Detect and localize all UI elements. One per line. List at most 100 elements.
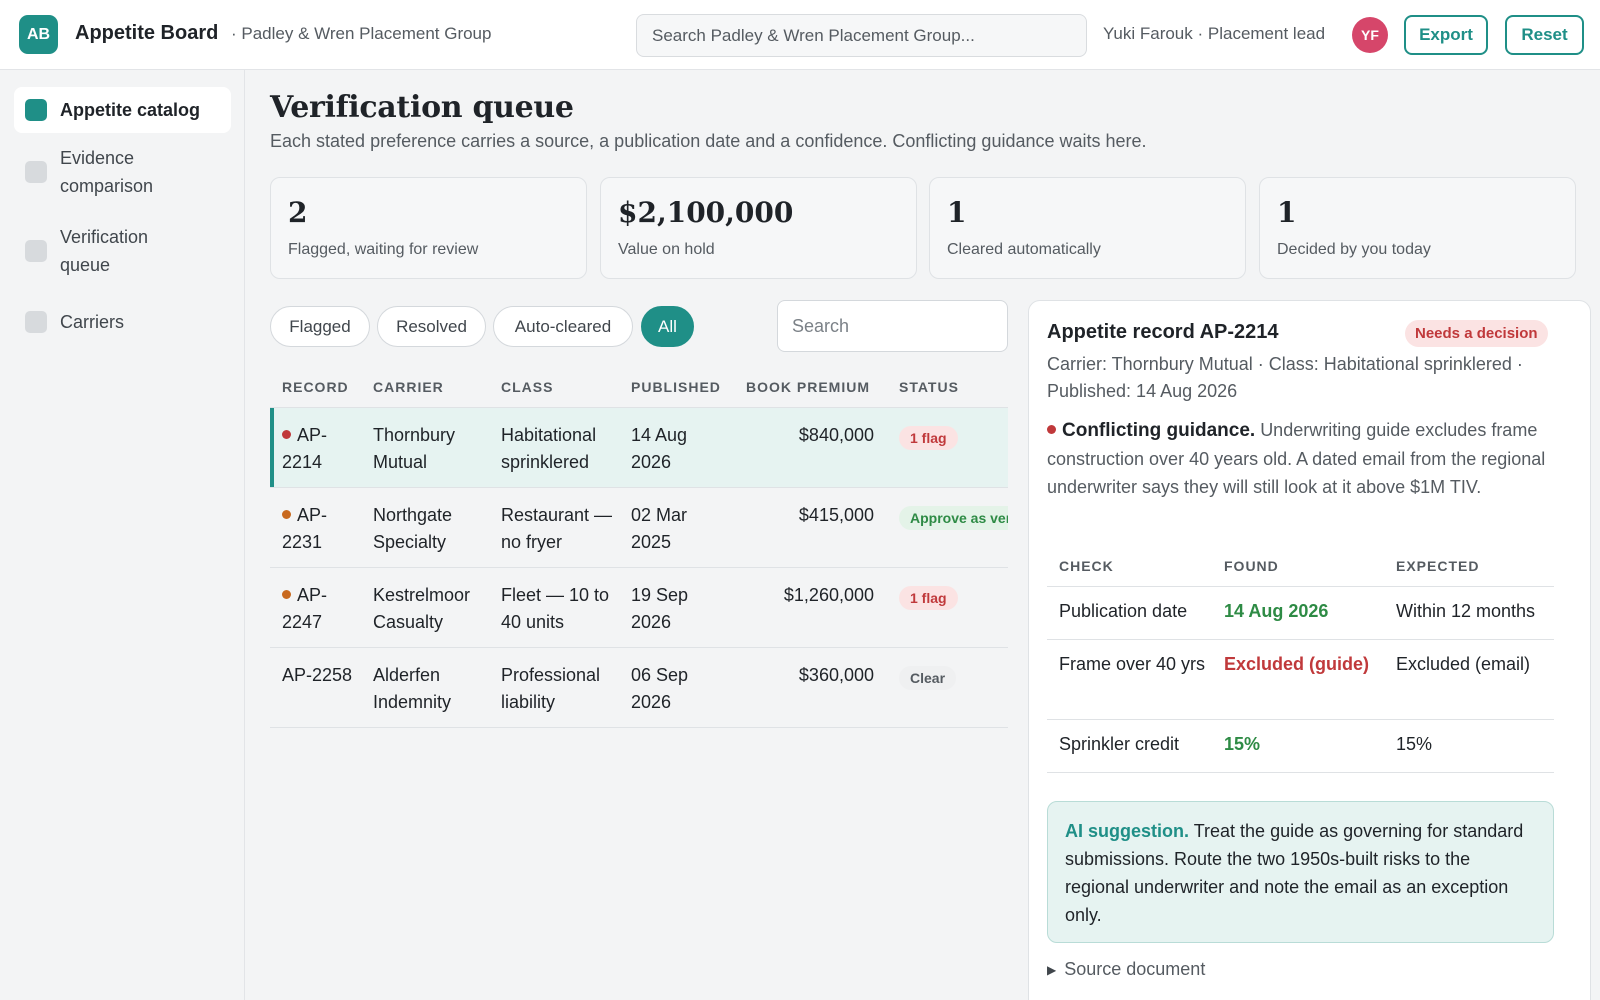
stat-card-flagged: 2 Flagged, waiting for review: [270, 177, 587, 279]
premium-cell: $360,000: [798, 665, 874, 685]
source-document-toggle[interactable]: ▶ Source document: [1047, 959, 1205, 980]
check-name: Sprinkler credit: [1059, 734, 1180, 754]
sidebar-item-label: Carriers: [60, 312, 125, 332]
record-cell: AP-2231: [282, 502, 362, 556]
page-subtitle: Each stated preference carries a source,…: [270, 131, 1147, 151]
avatar[interactable]: YF: [1352, 17, 1388, 53]
published-cell: 02 Mar 2025: [631, 505, 688, 552]
status-badge: Clear: [899, 666, 957, 690]
filter-resolved[interactable]: Resolved: [377, 306, 486, 347]
stat-value: $2,100,000: [618, 196, 794, 229]
nav-square-icon: [25, 161, 47, 183]
sidebar-item-appetite-catalog[interactable]: Appetite catalog: [14, 87, 231, 133]
conflict-note: Conflicting guidance. Underwriting guide…: [1047, 416, 1557, 501]
column-header-status[interactable]: STATUS: [899, 379, 959, 395]
reset-button[interactable]: Reset: [1505, 15, 1584, 55]
top-bar: AB Appetite Board · Padley & Wren Placem…: [0, 0, 1600, 70]
nav-square-icon: [25, 311, 47, 333]
divider: [1047, 586, 1554, 587]
published-cell: 14 Aug 2026: [631, 425, 688, 472]
divider: [1047, 719, 1554, 720]
app-logo: AB: [19, 15, 58, 54]
column-header-class[interactable]: CLASS: [501, 379, 554, 395]
premium-cell: $415,000: [798, 505, 874, 525]
organization-name: · Padley & Wren Placement Group: [231, 24, 492, 43]
premium-cell: $840,000: [798, 425, 874, 445]
filter-all[interactable]: All: [641, 306, 694, 347]
stat-card-cleared: 1 Cleared automatically: [929, 177, 1246, 279]
record-id: AP-2247: [282, 585, 328, 632]
global-search-input[interactable]: Search Padley & Wren Placement Group...: [636, 14, 1087, 57]
status-dot-icon: [282, 510, 291, 519]
detail-meta: Carrier: Thornbury Mutual · Class: Habit…: [1047, 354, 1523, 401]
record-id: AP-2214: [282, 425, 328, 472]
filter-auto-cleared[interactable]: Auto-cleared: [493, 306, 633, 347]
detail-title: Appetite record AP-2214: [1047, 321, 1279, 343]
column-header-book-premium[interactable]: BOOK PREMIUM: [746, 379, 870, 395]
caret-right-icon: ▶: [1047, 962, 1057, 977]
stat-value: 1: [1277, 196, 1297, 229]
class-cell: Fleet — 10 to 40 units: [501, 585, 610, 632]
conflict-text: Underwriting guide excludes frame constr…: [1047, 420, 1546, 497]
column-header-found: FOUND: [1224, 558, 1279, 574]
sidebar-item-label: Appetite catalog: [60, 100, 201, 120]
table-row[interactable]: AP-2231 Northgate Specialty Restaurant —…: [270, 488, 1008, 568]
check-expected: 15%: [1396, 734, 1433, 754]
table-row[interactable]: AP-2258 Alderfen Indemnity Professional …: [270, 648, 1008, 728]
ai-suggestion-text: Treat the guide as governing for standar…: [1065, 821, 1524, 925]
sidebar: Appetite catalog Evidence comparison Ver…: [0, 70, 245, 1000]
ai-suggestion-label: AI suggestion.: [1065, 821, 1190, 841]
sidebar-item-evidence-comparison[interactable]: Evidence comparison: [14, 144, 231, 204]
table-row[interactable]: AP-2214 Thornbury Mutual Habitational sp…: [270, 408, 1008, 488]
record-cell: AP-2214: [282, 422, 362, 476]
table-search-input[interactable]: Search: [777, 300, 1008, 352]
stat-card-value-on-hold: $2,100,000 Value on hold: [600, 177, 917, 279]
main-content: Verification queue Each stated preferenc…: [245, 70, 1600, 1000]
sidebar-item-verification-queue[interactable]: Verification queue: [14, 223, 231, 283]
check-expected: Within 12 months: [1396, 601, 1536, 621]
export-button[interactable]: Export: [1404, 15, 1488, 55]
conflict-dot-icon: [1047, 425, 1056, 434]
column-header-published[interactable]: PUBLISHED: [631, 379, 721, 395]
sidebar-item-label: Evidence comparison: [60, 148, 154, 196]
divider: [270, 407, 1008, 408]
user-name: Yuki Farouk · Placement lead: [1103, 24, 1326, 43]
divider: [1047, 772, 1554, 773]
conflict-label: Conflicting guidance.: [1062, 420, 1256, 441]
stat-label: Flagged, waiting for review: [288, 241, 479, 258]
column-header-carrier[interactable]: CARRIER: [373, 379, 444, 395]
check-found: 14 Aug 2026: [1224, 601, 1329, 621]
carrier-cell: Thornbury Mutual: [373, 425, 456, 472]
carrier-cell: Alderfen Indemnity: [373, 665, 452, 712]
table-row[interactable]: AP-2247 Kestrelmoor Casualty Fleet — 10 …: [270, 568, 1008, 648]
column-header-record[interactable]: RECORD: [282, 379, 349, 395]
status-badge: Needs a decision: [1405, 320, 1548, 347]
check-expected: Excluded (email): [1396, 654, 1531, 674]
status-badge: 1 flag: [899, 586, 958, 610]
page-title: Verification queue: [270, 90, 574, 125]
check-found: 15%: [1224, 734, 1261, 754]
stat-value: 2: [288, 196, 308, 229]
filter-flagged[interactable]: Flagged: [270, 306, 370, 347]
nav-square-icon: [25, 240, 47, 262]
sidebar-item-label: Verification queue: [60, 227, 149, 275]
class-cell: Habitational sprinklered: [501, 425, 597, 472]
stat-label: Cleared automatically: [947, 241, 1101, 258]
status-badge[interactable]: Approve as verified: [899, 506, 1008, 530]
stat-label: Decided by you today: [1277, 241, 1431, 258]
published-cell: 06 Sep 2026: [631, 665, 689, 712]
carrier-cell: Northgate Specialty: [373, 505, 453, 552]
status-dot-icon: [282, 430, 291, 439]
source-document-label: Source document: [1064, 959, 1206, 979]
sidebar-item-carriers[interactable]: Carriers: [14, 302, 231, 342]
status-dot-icon: [282, 590, 291, 599]
app-title: Appetite Board: [75, 22, 219, 44]
record-cell: AP-2258: [282, 665, 353, 685]
check-found: Excluded (guide): [1224, 654, 1370, 674]
ai-suggestion-box: AI suggestion. Treat the guide as govern…: [1047, 801, 1554, 943]
premium-cell: $1,260,000: [783, 585, 874, 605]
check-name: Frame over 40 yrs: [1059, 654, 1206, 674]
carrier-cell: Kestrelmoor Casualty: [373, 585, 471, 632]
record-id: AP-2231: [282, 505, 328, 552]
class-cell: Restaurant — no fryer: [501, 505, 613, 552]
